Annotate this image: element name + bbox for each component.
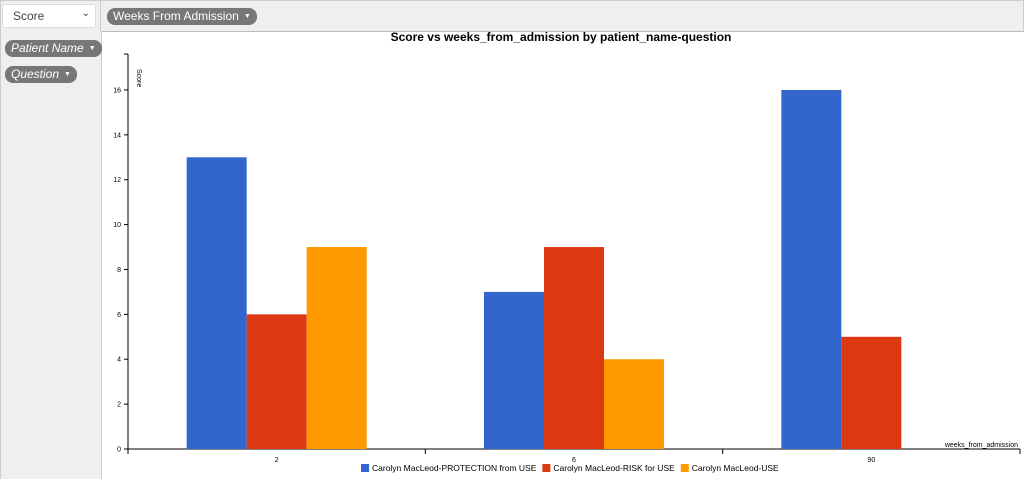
row-fields-panel <box>0 31 102 479</box>
dropdown-triangle-icon: ▼ <box>64 71 71 79</box>
y-tick-label: 10 <box>113 222 121 229</box>
y-tick-label: 4 <box>117 357 121 364</box>
pill-label: Question <box>11 67 60 81</box>
bar-chart: Score vs weeks_from_admission by patient… <box>113 31 1021 473</box>
row-pill-patient-name[interactable]: Patient Name ▼ <box>5 40 102 57</box>
divider <box>100 0 101 31</box>
legend-item: Carolyn MacLeod-USE <box>692 463 779 473</box>
bar <box>604 359 664 449</box>
legend-swatch <box>680 464 689 472</box>
legend-swatch <box>361 464 369 472</box>
y-tick-label: 16 <box>113 87 121 94</box>
bar <box>484 291 544 449</box>
x-tick-label: 90 <box>867 457 875 464</box>
bar <box>544 247 604 449</box>
x-axis-label: weeks_from_admission <box>944 442 1018 449</box>
chart-title: Score vs weeks_from_admission by patient… <box>391 31 732 44</box>
legend-item: Carolyn MacLeod-RISK for USE <box>553 463 675 473</box>
bar <box>781 89 842 450</box>
row-pill-question[interactable]: Question ▼ <box>5 66 77 83</box>
y-tick-label: 6 <box>117 312 121 319</box>
legend-swatch <box>542 464 551 472</box>
bar <box>306 247 367 449</box>
y-tick-label: 14 <box>113 132 121 139</box>
measure-select[interactable]: Score ⌄ <box>2 4 96 28</box>
bar <box>246 314 307 449</box>
dropdown-triangle-icon: ▼ <box>243 13 251 21</box>
x-tick-label: 2 <box>275 457 279 464</box>
y-tick-label: 12 <box>113 177 121 184</box>
x-tick-label: 6 <box>572 457 576 464</box>
y-axis-label: Score <box>135 69 142 87</box>
bar <box>186 157 247 449</box>
pill-label: Patient Name <box>11 41 84 55</box>
measure-select-value: Score <box>13 9 45 23</box>
y-tick-label: 2 <box>117 402 121 409</box>
column-pill-weeks-from-admission[interactable]: Weeks From Admission ▼ <box>107 8 257 25</box>
pill-label: Weeks From Admission <box>113 9 239 23</box>
bar <box>841 336 902 449</box>
chevron-down-icon: ⌄ <box>81 8 90 19</box>
legend-item: Carolyn MacLeod-PROTECTION from USE <box>372 463 537 473</box>
dropdown-triangle-icon: ▼ <box>88 45 96 53</box>
y-tick-label: 8 <box>117 267 121 274</box>
y-tick-label: 0 <box>117 447 121 454</box>
